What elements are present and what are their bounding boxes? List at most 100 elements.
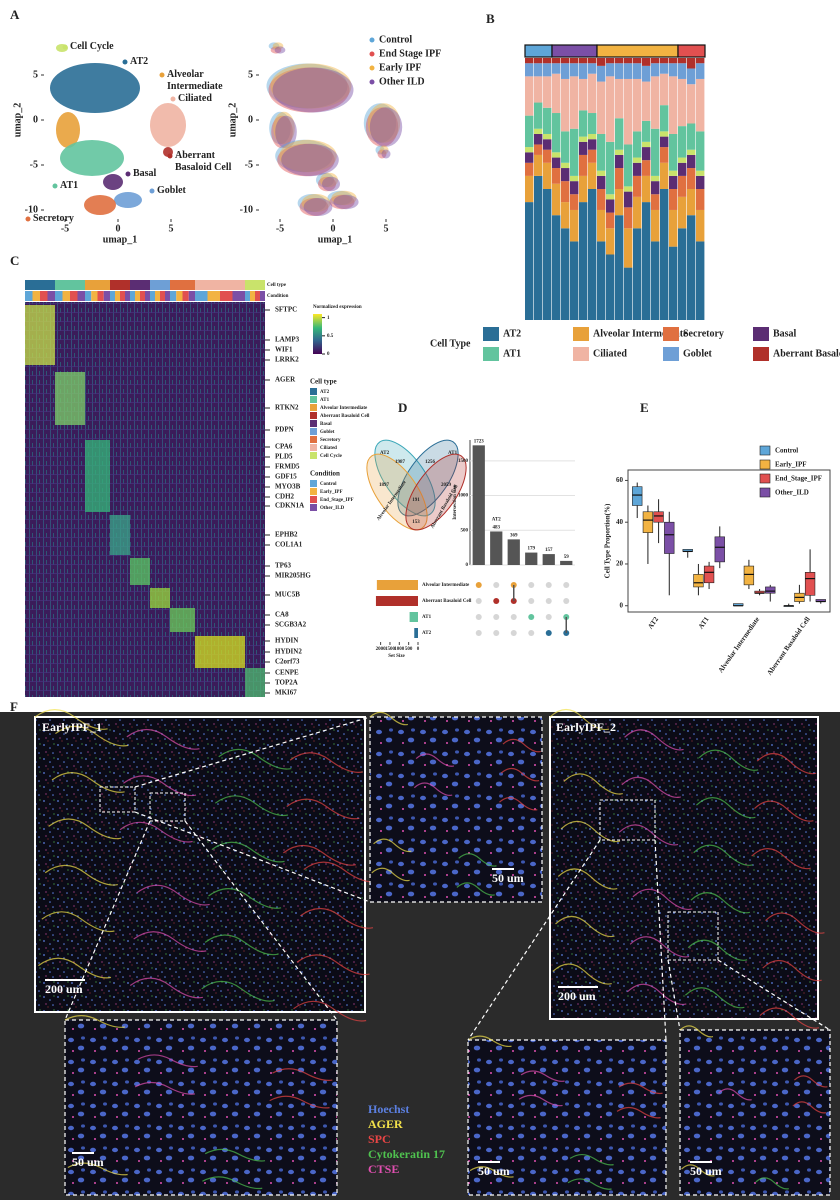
x-tick-label: 5 [169, 223, 174, 234]
gene-label: CDH2 [275, 493, 295, 501]
stacked-segment [660, 131, 669, 137]
umap-condition-cloud [363, 103, 397, 143]
umap-condition-cloud [381, 149, 391, 159]
stacked-segment [561, 131, 570, 163]
stacked-segment [669, 58, 678, 64]
stacked-segment [534, 175, 543, 320]
gene-label: CENPE [275, 669, 299, 677]
umap-condition-cloud [367, 103, 401, 143]
matrix-dot [528, 598, 535, 604]
venn-set [405, 453, 467, 531]
tissue-structure [518, 1094, 563, 1107]
gene-label: MIR205HG [275, 572, 311, 580]
legend-swatch [310, 388, 317, 395]
stacked-segment [588, 133, 597, 140]
tissue-structure [520, 1070, 565, 1082]
legend-swatch [483, 347, 499, 361]
zoom-connector [134, 716, 371, 788]
cluster-label-line: Cell Cycle [70, 41, 114, 52]
umap-cluster [114, 192, 142, 208]
tissue-structure [616, 1106, 661, 1119]
cluster-dot [167, 153, 173, 159]
x-tick-label: -5 [276, 223, 284, 234]
stacked-segment [552, 168, 561, 184]
zoom-connector [667, 959, 681, 1031]
stacked-segment [696, 170, 705, 176]
bar-value-label: 1723 [474, 439, 485, 444]
condition-annotation [176, 291, 183, 301]
stacked-segment [579, 63, 588, 79]
colorbar [313, 314, 322, 354]
venn-label: AT2 [380, 451, 390, 456]
x-axis-label: Set Size [388, 654, 405, 659]
legend-swatch [310, 412, 317, 419]
cell-type-annotation [245, 280, 265, 290]
stacked-segment [615, 154, 624, 169]
stacked-segment [624, 207, 633, 229]
stacked-segment [633, 63, 642, 79]
x-tick-label: 5 [384, 223, 389, 234]
stacked-segment [696, 241, 705, 320]
cluster-label-line: Basal [133, 168, 157, 179]
gene-label: PLD5 [275, 453, 293, 461]
stacked-segment [525, 58, 534, 64]
cell-type-annotation [55, 280, 85, 290]
stacked-segment [597, 133, 606, 171]
stacked-segment [642, 65, 651, 82]
tissue-structure [500, 767, 540, 782]
legend-label: End_Stage_IPF [320, 498, 354, 503]
stacked-segment [624, 144, 633, 187]
stacked-segment [561, 63, 570, 79]
stacked-segment [570, 181, 579, 195]
heatmap-block [170, 608, 195, 632]
stacked-segment [696, 78, 705, 132]
stacked-segment [525, 175, 534, 203]
micrograph [679, 1029, 831, 1196]
legend-label: Alveolar Intermediate [320, 406, 368, 411]
stacked-segment [642, 160, 651, 176]
stacked-segment [534, 144, 543, 155]
bar [490, 531, 503, 565]
stacked-segment [561, 181, 570, 203]
legend-dot [369, 51, 375, 57]
box [664, 521, 675, 554]
x-tick-label: AT1 [697, 615, 711, 630]
venn-label: AT1 [448, 451, 458, 456]
stacked-segment [597, 189, 606, 210]
stacked-segment [570, 175, 579, 182]
stacked-segment [552, 215, 561, 320]
legend-swatch [759, 445, 771, 456]
y-tick-label: -5 [245, 159, 253, 170]
stacked-segment [678, 162, 687, 176]
stacked-segment [588, 58, 597, 64]
stacked-segment [615, 189, 624, 216]
umap-condition-cloud [275, 139, 333, 173]
stacked-segment [642, 202, 651, 320]
matrix-dot [493, 614, 500, 620]
gene-label: EPHB2 [275, 531, 298, 539]
condition-bar [677, 44, 706, 58]
matrix-dot [493, 630, 500, 636]
stacked-segment [615, 58, 624, 64]
stacked-segment [678, 228, 687, 320]
cluster-label: Secretory [33, 213, 74, 224]
stacked-segment [543, 189, 552, 320]
colorbar-title: Normalized expression [313, 305, 362, 310]
stacked-segment [561, 202, 570, 229]
stacked-segment [588, 189, 597, 320]
stacked-segment [687, 123, 696, 150]
stacked-segment [597, 58, 606, 66]
condition-annotation [103, 291, 110, 301]
scale-bar-label: 50 um [72, 1155, 104, 1169]
tissue-structure [624, 729, 684, 751]
condition-annotation [195, 291, 208, 301]
stacked-segment [696, 63, 705, 79]
x-tick-label: 1000 [394, 647, 405, 652]
umap-condition-cloud [279, 139, 337, 173]
cluster-dot [122, 59, 128, 65]
condition-annotation [77, 291, 85, 301]
stacked-segment [696, 131, 705, 171]
umap-condition-cloud [365, 107, 399, 147]
tissue-structure [626, 983, 687, 1006]
gene-label: HYDIN2 [275, 648, 302, 656]
